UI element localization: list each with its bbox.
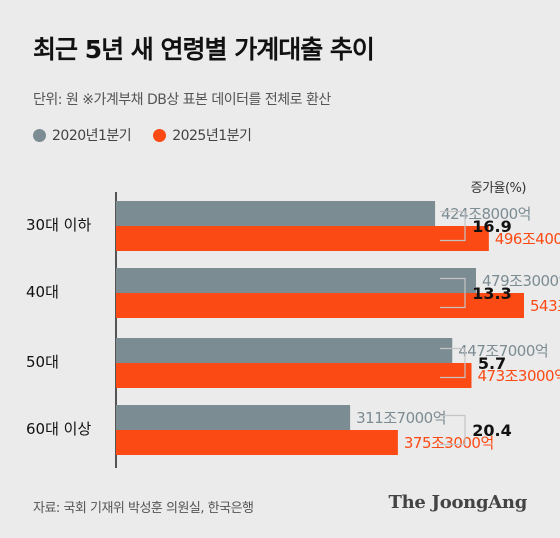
category-label: 40대 — [26, 283, 59, 301]
growth-rate-value: 16.9 — [472, 217, 511, 236]
source-note: 자료: 국회 기재위 박성훈 의원실, 한국은행 — [33, 501, 254, 516]
bar-2025 — [116, 293, 524, 318]
chart-title: 최근 5년 새 연령별 가계대출 추이 — [33, 35, 375, 64]
category-label: 50대 — [26, 353, 59, 371]
legend-item-2025: 2025년1분기 — [153, 125, 252, 145]
growth-rate-value: 5.7 — [478, 354, 506, 373]
data-label: 424조8000억 — [441, 205, 531, 223]
growth-bracket — [440, 277, 466, 309]
growth-bracket — [440, 347, 466, 379]
growth-bracket — [440, 210, 466, 242]
brand-logo: The JoongAng — [388, 492, 528, 513]
category-label: 60대 이상 — [26, 420, 91, 438]
data-label: 543조2000억 — [530, 297, 560, 315]
bar-2020 — [116, 338, 453, 363]
chart-subtitle: 단위: 원 ※가계부채 DB상 표본 데이터를 전체로 환산 — [33, 92, 331, 108]
legend-item-2020: 2020년1분기 — [33, 125, 132, 145]
data-label: 479조3000억 — [482, 272, 560, 290]
growth-rate-header: 증가율(%) — [470, 181, 527, 196]
legend-label-2020: 2020년1분기 — [52, 128, 132, 144]
category-label: 30대 이하 — [26, 216, 91, 234]
growth-rate-value: 13.3 — [472, 284, 511, 303]
data-label: 496조4000억 — [495, 230, 560, 248]
growth-bracket — [440, 414, 466, 446]
growth-rate-value: 20.4 — [472, 421, 511, 440]
legend: 2020년1분기 2025년1분기 — [33, 125, 273, 145]
bar-2025 — [116, 226, 489, 251]
data-label: 375조3000억 — [404, 434, 494, 452]
bar-2025 — [116, 363, 472, 388]
bar-2020 — [116, 268, 477, 293]
data-label: 473조3000억 — [477, 367, 560, 385]
bar-2025 — [116, 430, 398, 455]
data-label: 311조7000억 — [356, 409, 446, 427]
legend-label-2025: 2025년1분기 — [172, 128, 252, 144]
legend-swatch-2025 — [153, 128, 167, 142]
bar-2020 — [116, 405, 351, 430]
data-label: 447조7000억 — [458, 342, 548, 360]
legend-swatch-2020 — [33, 128, 46, 142]
bar-2020 — [116, 201, 436, 226]
